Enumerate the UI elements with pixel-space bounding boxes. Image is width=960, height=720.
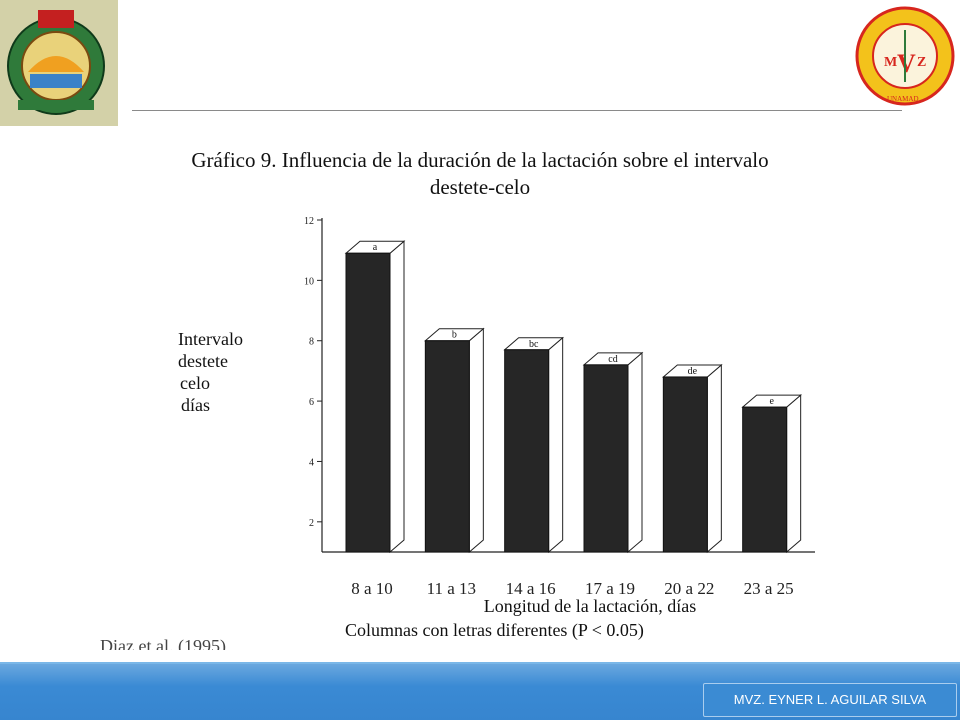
y-tick-label: 10: [304, 276, 314, 287]
header-rule: [132, 110, 902, 111]
bar: [583, 364, 629, 553]
chart-bars: a 8 a 10 b 11 a 13 bc 14 a 16 cd 17 a 19 de 20 a …: [344, 240, 803, 598]
chart-title-line2: destete-celo: [429, 175, 531, 199]
y-tick-label: 8: [309, 337, 314, 348]
bar-letter-label: bc: [529, 339, 539, 350]
chart-axes: 2 4 6 8 10 12: [304, 216, 815, 553]
x-tick-label: 17 a 19: [585, 579, 635, 598]
mvz-faculty-logo: M V Z UNAMAD: [855, 0, 955, 112]
y-axis-label: Intervalo destete celo días: [178, 328, 243, 416]
x-axis-label: Longitud de la lactación, días: [483, 596, 697, 616]
chart-title: Gráfico 9. Influencia de la duración de …: [0, 148, 960, 200]
chart-title-line1: Gráfico 9. Influencia de la duración de …: [191, 148, 769, 172]
x-tick-label: 23 a 25: [744, 579, 794, 598]
y-axis-label-line: destete: [178, 351, 228, 371]
y-tick-label: 6: [309, 397, 314, 408]
bar: [662, 376, 708, 553]
bar-letter-label: de: [688, 366, 698, 377]
y-axis-label-line: días: [181, 395, 210, 415]
logo-v-letter: V: [897, 49, 916, 78]
significance-note: Columnas con letras diferentes (P < 0.05…: [345, 620, 644, 640]
y-axis-label-line: celo: [180, 373, 210, 393]
x-tick-label: 20 a 22: [664, 579, 714, 598]
bar-side: [389, 240, 405, 554]
bar-side: [548, 336, 564, 554]
university-seal-logo: [0, 0, 118, 126]
bar: [345, 252, 391, 553]
author-badge: MVZ. EYNER L. AGUILAR SILVA: [703, 683, 957, 717]
y-tick-label: 2: [309, 518, 314, 529]
logo-z-letter: Z: [917, 55, 926, 70]
bar-side: [786, 394, 802, 554]
bar: [424, 340, 470, 553]
bar-letter-label: a: [373, 242, 378, 253]
y-tick-label: 4: [309, 457, 314, 468]
bar: [742, 406, 788, 553]
x-tick-label: 11 a 13: [427, 579, 476, 598]
bar-side: [706, 363, 722, 554]
bar-side: [627, 351, 643, 554]
bar-letter-label: e: [769, 396, 774, 407]
bar: [504, 349, 550, 553]
bar-letter-label: b: [452, 330, 457, 341]
bar-letter-label: cd: [608, 354, 617, 365]
logo-bottom-text: UNAMAD: [887, 95, 919, 103]
logo-m-letter: M: [884, 55, 897, 70]
y-axis-label-line: Intervalo: [178, 329, 243, 349]
bar-side: [468, 327, 484, 554]
x-tick-label: 14 a 16: [506, 579, 556, 598]
citation: Diaz et al. (1995): [100, 636, 226, 650]
y-tick-label: 12: [304, 216, 314, 227]
x-tick-label: 8 a 10: [351, 579, 393, 598]
